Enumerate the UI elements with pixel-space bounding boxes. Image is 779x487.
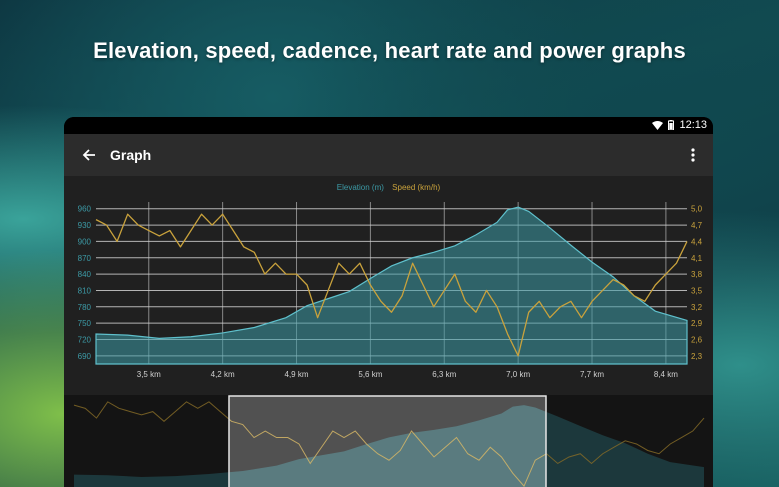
y-right-tick-label: 3,8 (691, 270, 703, 279)
y-right-tick-label: 2,9 (691, 319, 703, 328)
app-bar: Graph (64, 134, 713, 176)
overview-chart[interactable] (64, 395, 713, 487)
x-tick-label: 4,9 km (285, 370, 309, 379)
y-left-tick-label: 720 (78, 335, 92, 344)
overview-speed-line (73, 401, 705, 487)
x-tick-label: 5,6 km (358, 370, 382, 379)
y-right-tick-label: 2,3 (691, 352, 703, 361)
y-right-tick-label: 4,1 (691, 254, 703, 263)
arrow-left-icon (82, 149, 95, 161)
speed-line (95, 213, 688, 357)
page-title: Graph (110, 147, 152, 163)
x-tick-label: 7,7 km (580, 370, 604, 379)
y-left-tick-label: 780 (78, 303, 92, 312)
more-vert-icon (691, 148, 695, 162)
y-left-tick-label: 960 (78, 205, 92, 214)
y-left-tick-label: 870 (78, 254, 92, 263)
legend-speed: Speed (km/h) (392, 183, 441, 192)
tablet-frame: 12:13 Graph Elevation (m) Speed (km/h) 9… (64, 117, 713, 487)
elevation-area (95, 206, 688, 365)
y-left-tick-label: 840 (78, 270, 92, 279)
status-time: 12:13 (679, 119, 707, 131)
wifi-icon (652, 120, 664, 130)
y-left-tick-label: 810 (78, 286, 92, 295)
battery-icon (668, 120, 675, 130)
overview-selection-window[interactable] (228, 395, 547, 487)
x-tick-label: 4,2 km (211, 370, 235, 379)
elevation-speed-chart[interactable]: 960 930 900 870 840 810 780 750 720 690 5,0 4,7 4,4 4… (64, 192, 713, 397)
overview-dim-left (64, 395, 229, 487)
y-right-tick-label: 2,6 (691, 335, 703, 344)
overflow-menu-button[interactable] (687, 145, 699, 165)
graph-content: Elevation (m) Speed (km/h) 960 930 900 870 8… (64, 176, 713, 487)
status-bar: 12:13 (64, 117, 713, 134)
y-left-tick-label: 750 (78, 319, 92, 328)
y-left-tick-label: 690 (78, 352, 92, 361)
x-tick-label: 3,5 km (137, 370, 161, 379)
y-left-tick-label: 900 (78, 237, 92, 246)
x-tick-label: 6,3 km (432, 370, 456, 379)
y-right-tick-label: 3,5 (691, 286, 703, 295)
x-tick-label: 8,4 km (654, 370, 678, 379)
x-tick-label: 7,0 km (506, 370, 530, 379)
back-button[interactable] (78, 144, 100, 166)
y-right-tick-label: 4,4 (691, 237, 703, 246)
legend-elevation: Elevation (m) (336, 183, 384, 192)
chart-legend: Elevation (m) Speed (km/h) (64, 183, 713, 192)
overview-dim-right (546, 395, 713, 487)
headline: Elevation, speed, cadence, heart rate an… (93, 38, 686, 63)
y-right-tick-label: 5,0 (691, 205, 703, 214)
y-right-tick-label: 4,7 (691, 221, 703, 230)
y-right-tick-label: 3,2 (691, 303, 703, 312)
y-left-tick-label: 930 (78, 221, 92, 230)
